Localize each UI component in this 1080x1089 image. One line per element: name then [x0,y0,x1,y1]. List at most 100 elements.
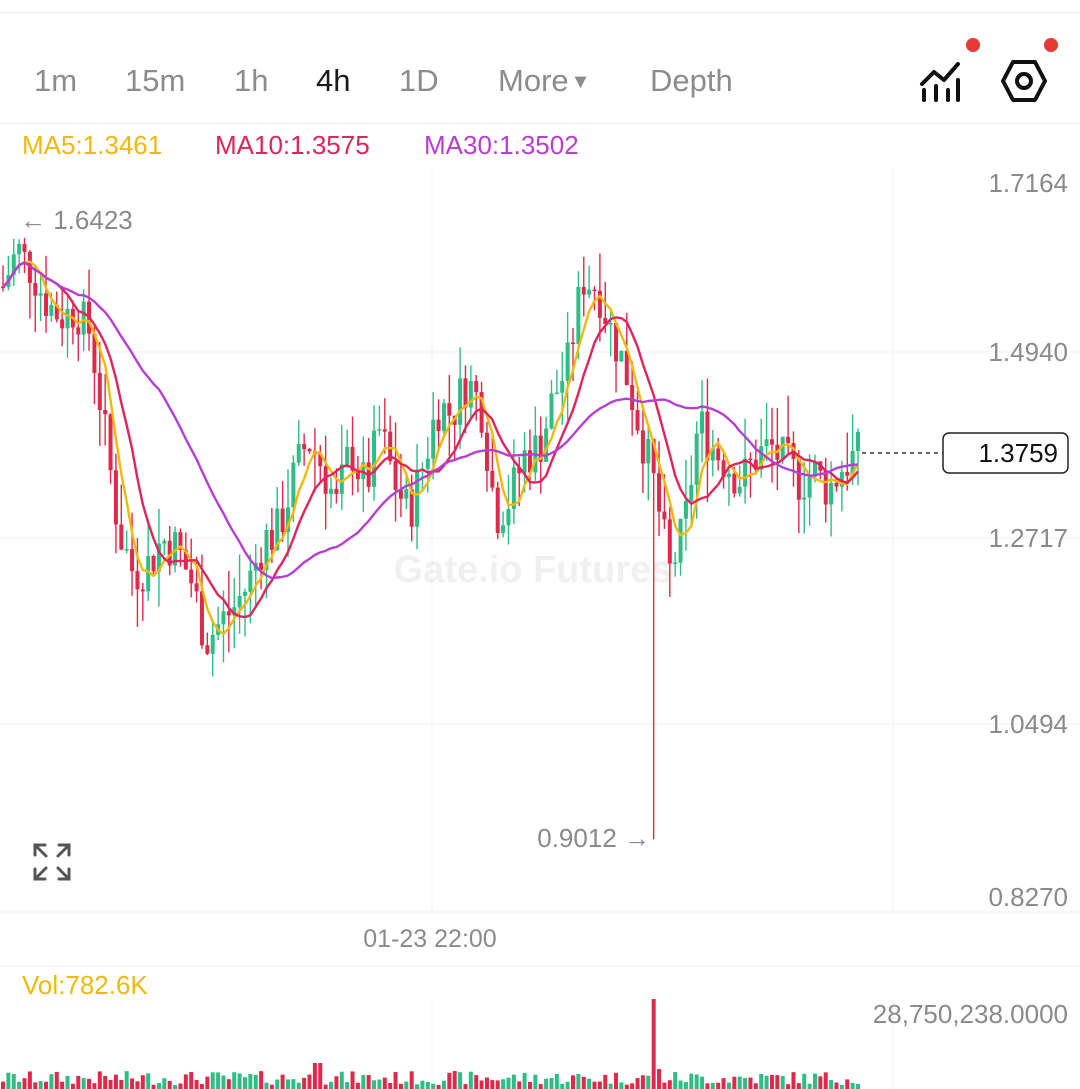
volume-bar [232,1072,237,1089]
volume-bar [183,1074,188,1089]
volume-bar [318,1063,323,1089]
volume-bar [743,1077,748,1089]
volume-bar [302,1077,307,1089]
tab-1m[interactable]: 1m [34,63,78,98]
candle-body [484,432,489,471]
volume-bar [119,1079,124,1089]
volume-bar [807,1083,812,1089]
volume-bar [678,1080,683,1089]
candle-body [156,543,161,572]
last-price-box [942,432,1069,474]
volume-bar [65,1075,70,1089]
candle-body [205,645,210,654]
volume-bar [27,1071,32,1089]
volume-bar [603,1074,608,1089]
candle-body [511,467,516,510]
candle-body [474,381,479,393]
volume-bar [683,1082,688,1089]
candle-body [210,634,215,654]
y-tick-label: 1.0494 [988,709,1068,739]
volume-bar [189,1071,194,1089]
volume-bar [415,1084,420,1089]
candle-body [339,464,344,494]
candle-body [237,595,242,608]
volume-bar [38,1081,43,1089]
volume-bar [614,1072,619,1089]
volume-bar [388,1083,393,1089]
volume-bar [501,1079,506,1089]
candle-body [726,473,731,478]
candle-body [769,439,774,445]
volume-bar [49,1074,54,1089]
volume-bar [619,1082,624,1089]
volume-bar [560,1083,565,1089]
candle-body [743,458,748,487]
tab-4h[interactable]: 4h [316,63,351,98]
volume-bar [237,1073,242,1089]
candle-body [436,419,441,432]
tab-15m[interactable]: 15m [125,63,186,98]
candle-body [576,287,581,344]
hexagon-settings-icon[interactable] [1000,58,1048,104]
candle-body [667,519,672,564]
volume-bar [856,1084,860,1089]
volume-bar [463,1084,468,1089]
candle-body [490,470,495,488]
volume-bar [248,1074,253,1089]
candle-body [845,472,850,476]
indicator-badge [966,38,980,52]
candle-body [554,392,559,395]
volume-bar [544,1078,549,1089]
moving-averages [2,260,860,636]
volume-bar [565,1081,570,1089]
tab-more[interactable]: More ▼ [498,55,590,111]
candle-body [425,458,430,469]
volume-bar [242,1077,247,1089]
volume-bar [538,1084,543,1089]
candle-body [329,488,334,494]
volume-bar [291,1079,296,1089]
candle-body [737,486,742,494]
candle-body [76,327,81,335]
tab-1h[interactable]: 1h [234,63,269,98]
chart-grid [0,168,1080,1089]
candle-body [839,472,844,487]
candle-body [49,304,54,316]
candle-body [468,381,473,408]
volume-bar [802,1073,807,1089]
volume-bar [103,1076,108,1089]
candle-body [700,411,705,434]
tab-depth[interactable]: Depth [650,63,733,98]
candle-body [640,430,645,464]
candle-body [856,432,860,451]
candle-body [404,489,409,499]
volume-bar [748,1077,753,1089]
volume-bar [269,1084,274,1089]
ma5-line [2,260,860,636]
volume-bar [264,1082,269,1089]
volume-bar [468,1071,473,1089]
volume-bar [393,1072,398,1089]
volume-bar [350,1071,355,1089]
volume-bar [398,1083,403,1089]
candle-body [130,549,135,572]
ma30-label: MA30:1.3502 [424,130,579,160]
tab-1d[interactable]: 1D [399,63,439,98]
candle-body [587,289,592,295]
candle-body [823,470,828,505]
candle-body [597,290,602,318]
chart-indicator-icon[interactable] [918,58,964,104]
fullscreen-expand-icon[interactable] [32,842,72,887]
volume-bar [662,1082,667,1089]
candle-body [705,411,710,461]
watermark: Gate.io Futures [394,549,673,591]
last-price-label: 1.3759 [978,438,1058,468]
volume-bar [850,1082,855,1089]
volume-bar [495,1080,500,1089]
volume-bar [87,1078,92,1089]
volume-bar [657,1069,662,1089]
volume-bar [60,1081,65,1089]
volume-bar [436,1084,441,1089]
candle-body [355,470,360,480]
